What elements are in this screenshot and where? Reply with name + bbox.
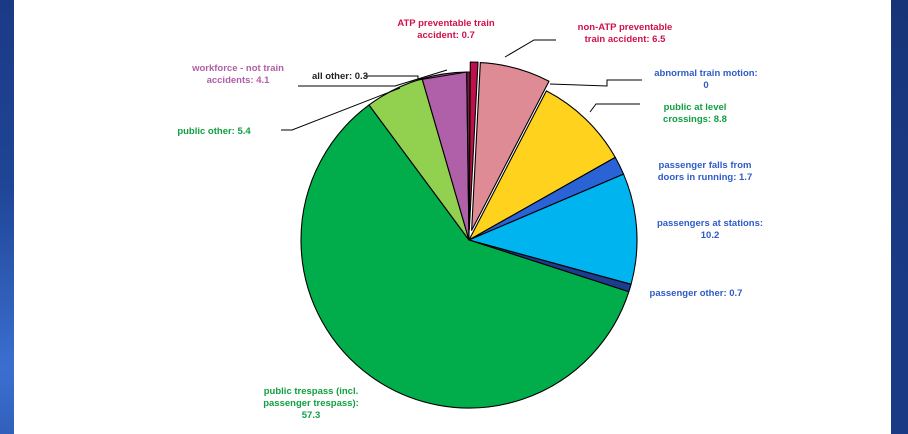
- slice-labels: ATP preventable train accident: 0.7 non-AT…: [177, 18, 763, 421]
- label-line: public trespass (incl.: [264, 386, 359, 397]
- label-level-crossings: public at level crossings: 8.8: [663, 102, 727, 125]
- label-trespass: public trespass (incl. passenger trespass…: [263, 386, 359, 421]
- label-line: train accident: 6.5: [585, 34, 666, 45]
- label-workforce: workforce - not train accidents: 4.1: [191, 63, 284, 86]
- label-line: passenger trespass):: [263, 398, 359, 409]
- label-line: passengers at stations:: [657, 218, 763, 229]
- leader-public-other: [281, 87, 401, 131]
- label-stations: passengers at stations: 10.2: [657, 218, 763, 241]
- slice-atp-preventable-train-accident: [468, 61, 479, 231]
- slice-non-atp-preventable-train-accident: [471, 62, 550, 231]
- label-line: ATP preventable train: [397, 18, 495, 29]
- label-all-other: all other: 0.3: [312, 71, 368, 82]
- label-line: 57.3: [302, 410, 321, 421]
- label-line: passenger other: 0.7: [650, 288, 743, 299]
- label-line: 10.2: [701, 230, 720, 241]
- label-line: non-ATP preventable: [578, 22, 673, 33]
- leader-abnormal: [549, 79, 642, 87]
- label-line: crossings: 8.8: [663, 114, 727, 125]
- label-line: public other: 5.4: [177, 126, 251, 137]
- label-line: public at level: [664, 102, 727, 113]
- label-line: abnormal train motion:: [654, 68, 757, 79]
- leader-lines: [281, 39, 642, 131]
- leader-non-atp: [504, 39, 556, 58]
- label-line: workforce - not train: [191, 63, 284, 74]
- label-line: accident: 0.7: [417, 30, 475, 41]
- label-falls: passenger falls from doors in running: 1.…: [658, 160, 752, 183]
- label-line: accidents: 4.1: [207, 75, 271, 86]
- label-line: doors in running: 1.7: [658, 172, 752, 183]
- label-line: 0: [703, 80, 708, 91]
- leader-all-other: [364, 71, 468, 81]
- label-line: all other: 0.3: [312, 71, 368, 82]
- leader-workforce: [298, 69, 448, 87]
- slice-public-at-level-crossings: [468, 90, 616, 241]
- leader-level-crossings: [589, 103, 640, 113]
- label-passenger-other: passenger other: 0.7: [650, 288, 743, 299]
- slice-public-trespass-incl-passenger-trespass: [300, 104, 630, 409]
- slice-passengers-at-stations: [468, 173, 638, 285]
- pie-slices: [300, 61, 638, 409]
- label-public-other: public other: 5.4: [177, 126, 251, 137]
- label-abnormal: abnormal train motion: 0: [654, 68, 757, 91]
- label-non-atp: non-ATP preventable train accident: 6.5: [578, 22, 673, 45]
- label-line: passenger falls from: [659, 160, 752, 171]
- label-atp: ATP preventable train accident: 0.7: [397, 18, 495, 41]
